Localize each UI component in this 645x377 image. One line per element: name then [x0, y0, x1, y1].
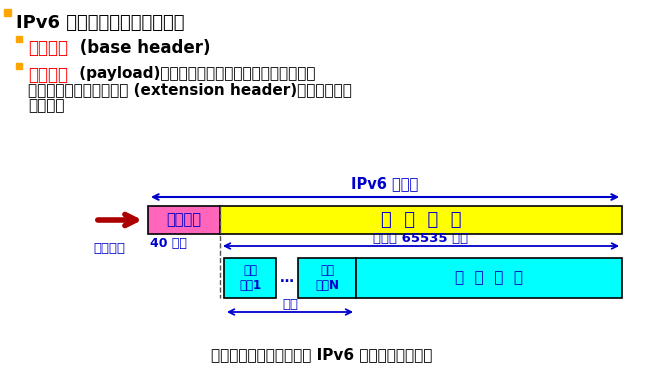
Text: …: … [280, 271, 294, 285]
Text: 据部分。: 据部分。 [28, 98, 64, 113]
Text: (payload)。有效载荷也称为净负荷。有效载荷允: (payload)。有效载荷也称为净负荷。有效载荷允 [74, 66, 315, 81]
Bar [4, 9, 11, 16]
Text: 许有零个或多个扩展首部 (extension header)，再后面是数: 许有零个或多个扩展首部 (extension header)，再后面是数 [28, 82, 352, 97]
Bar [16, 36, 22, 42]
Text: 扩展
首部N: 扩展 首部N [315, 264, 339, 292]
Bar [16, 63, 22, 69]
Text: IPv6 数据报由两大部分组成：: IPv6 数据报由两大部分组成： [16, 14, 184, 32]
Bar [356, 258, 622, 298]
Text: 不超过 65535 字节: 不超过 65535 字节 [373, 232, 468, 245]
Bar [220, 206, 622, 234]
Text: 40 字节: 40 字节 [150, 237, 187, 250]
Bar [298, 258, 356, 298]
Text: 有效载荷: 有效载荷 [28, 66, 68, 84]
Bar [148, 206, 220, 234]
Text: (base header): (base header) [74, 39, 210, 57]
Text: 基本首部: 基本首部 [28, 39, 68, 57]
Text: 具有多个可选扩展首部的 IPv6 数据报的一般形式: 具有多个可选扩展首部的 IPv6 数据报的一般形式 [212, 348, 433, 363]
Text: 基本首部: 基本首部 [166, 213, 201, 227]
Bar [224, 258, 276, 298]
Text: 选项: 选项 [282, 298, 298, 311]
Text: 扩展
首部1: 扩展 首部1 [239, 264, 261, 292]
Text: 数  据  部  分: 数 据 部 分 [455, 271, 523, 285]
Text: 发送在前: 发送在前 [93, 242, 125, 255]
Text: 有  效  载  荷: 有 效 载 荷 [381, 211, 461, 229]
Text: IPv6 数据报: IPv6 数据报 [352, 176, 419, 191]
